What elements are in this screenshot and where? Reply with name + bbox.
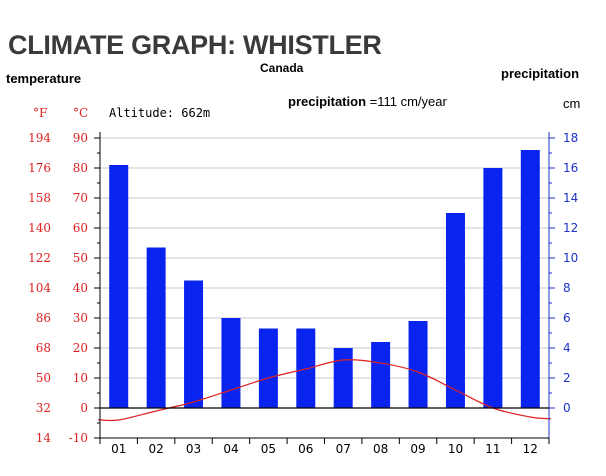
fahrenheit-tick-label: 122 xyxy=(28,251,51,265)
precipitation-bar xyxy=(184,280,204,408)
fahrenheit-tick-label: 68 xyxy=(36,341,51,355)
chart-subtitle: Canada xyxy=(260,61,304,75)
fahrenheit-tick-label: 86 xyxy=(36,311,51,325)
celsius-tick-label: 20 xyxy=(73,341,88,355)
left-axis-title: temperature xyxy=(6,71,82,86)
precipitation-tick-label: 4 xyxy=(563,341,571,355)
celsius-tick-label: 40 xyxy=(73,281,88,295)
tick-labels: -101403210502068308640104501226014070158… xyxy=(28,131,578,456)
month-tick-label: 03 xyxy=(186,442,201,456)
precipitation-tick-label: 0 xyxy=(563,401,571,415)
fahrenheit-tick-label: 140 xyxy=(28,221,51,235)
month-tick-label: 04 xyxy=(223,442,238,456)
celsius-tick-label: 10 xyxy=(73,371,88,385)
temperature-line-group xyxy=(97,359,552,422)
celsius-tick-label: 50 xyxy=(73,251,88,265)
month-tick-label: 07 xyxy=(336,442,351,456)
precipitation-bar xyxy=(371,342,391,408)
altitude-label: Altitude: 662m xyxy=(109,106,211,120)
month-tick-label: 01 xyxy=(111,442,126,456)
precipitation-bar xyxy=(408,321,428,408)
celsius-tick-label: 0 xyxy=(80,401,88,415)
month-tick-label: 10 xyxy=(448,442,463,456)
fahrenheit-tick-label: 50 xyxy=(36,371,51,385)
fahrenheit-tick-label: 32 xyxy=(36,401,51,415)
precipitation-tick-label: 16 xyxy=(563,161,578,175)
fahrenheit-tick-label: 104 xyxy=(28,281,51,295)
precipitation-bar xyxy=(483,168,503,408)
precipitation-tick-label: 10 xyxy=(563,251,578,265)
annual-precipitation-label: precipitation xyxy=(288,94,367,109)
precipitation-bar xyxy=(296,328,316,408)
celsius-tick-label: 70 xyxy=(73,191,88,205)
fahrenheit-tick-label: 176 xyxy=(28,161,51,175)
fahrenheit-tick-label: 194 xyxy=(28,131,51,145)
month-tick-label: 08 xyxy=(373,442,388,456)
temperature-line xyxy=(97,359,552,422)
chart-title: CLIMATE GRAPH: WHISTLER xyxy=(8,30,382,60)
precipitation-bar xyxy=(146,247,166,408)
celsius-tick-label: 80 xyxy=(73,161,88,175)
annual-precipitation-note: precipitation =111 cm/year xyxy=(288,94,447,109)
celsius-unit-label: °C xyxy=(73,106,89,120)
celsius-tick-label: 30 xyxy=(73,311,88,325)
month-tick-label: 09 xyxy=(410,442,425,456)
month-tick-label: 12 xyxy=(523,442,538,456)
month-tick-label: 06 xyxy=(298,442,313,456)
annual-precipitation-value: =111 cm/year xyxy=(369,94,447,109)
fahrenheit-unit-label: °F xyxy=(33,106,48,120)
month-tick-label: 11 xyxy=(485,442,500,456)
month-tick-label: 05 xyxy=(261,442,276,456)
celsius-tick-label: 60 xyxy=(73,221,88,235)
precipitation-bar xyxy=(258,328,278,408)
precipitation-bar xyxy=(520,150,540,408)
precipitation-bar xyxy=(333,348,353,408)
precipitation-tick-label: 8 xyxy=(563,281,571,295)
right-axis-unit: cm xyxy=(563,96,581,111)
precipitation-tick-label: 2 xyxy=(563,371,571,385)
fahrenheit-tick-label: 158 xyxy=(28,191,51,205)
axes xyxy=(94,132,555,444)
precipitation-bar xyxy=(109,165,129,408)
fahrenheit-tick-label: 14 xyxy=(36,431,52,445)
celsius-tick-label: -10 xyxy=(69,431,88,445)
grid-lines xyxy=(100,137,549,379)
precipitation-tick-label: 6 xyxy=(563,311,571,325)
precipitation-tick-label: 14 xyxy=(563,191,578,205)
precipitation-tick-label: 18 xyxy=(563,131,578,145)
precipitation-bars xyxy=(109,150,540,408)
celsius-tick-label: 90 xyxy=(73,131,88,145)
precipitation-bar xyxy=(445,213,465,408)
precipitation-bar xyxy=(221,318,241,408)
precipitation-tick-label: 12 xyxy=(563,221,578,235)
right-axis-title: precipitation xyxy=(501,66,580,81)
month-tick-label: 02 xyxy=(148,442,163,456)
